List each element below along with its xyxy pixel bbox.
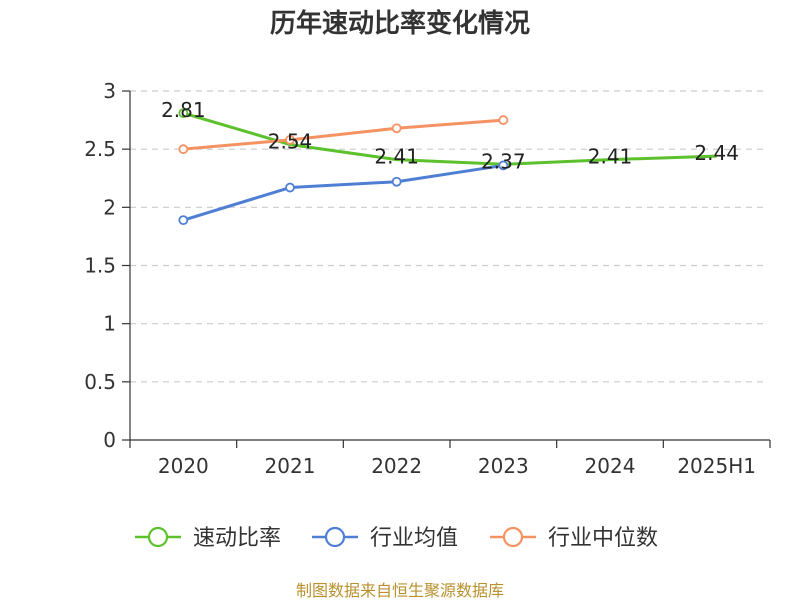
x-tick-label: 2024	[585, 454, 636, 478]
series-line-1	[182, 163, 504, 222]
data-label: 2.37	[481, 149, 526, 173]
y-tick-label: 3	[103, 79, 116, 103]
legend-marker	[502, 526, 524, 548]
data-point	[285, 182, 295, 193]
data-point	[178, 108, 189, 119]
series-line-0	[182, 111, 717, 166]
data-point	[178, 215, 189, 226]
y-tick-label: 2	[103, 195, 116, 219]
data-point	[498, 160, 509, 171]
axes: 0 0.5 1 1.5 2 2.5 3 2020 2021 2022 2023 2024 2025H1	[84, 79, 771, 478]
series-layer	[178, 108, 717, 226]
data-point	[498, 115, 509, 125]
source-note: 制图数据来自恒生聚源数据库	[296, 581, 504, 600]
data-labels: 2.81 2.54 2.41 2.37 2.41 2.44	[161, 98, 739, 173]
y-tick-label: 2.5	[84, 137, 116, 161]
grid-lines	[130, 90, 765, 383]
data-label: 2.81	[161, 98, 206, 122]
x-tick-label: 2021	[265, 454, 316, 478]
data-label: 2.54	[268, 130, 313, 154]
data-point	[285, 134, 295, 145]
data-point	[391, 123, 402, 134]
x-tick-label: 2022	[371, 454, 422, 478]
legend-item: 速动比率	[135, 526, 281, 551]
y-tick-label: 0	[103, 428, 116, 452]
legend-item: 行业中位数	[490, 526, 658, 551]
data-label: 2.41	[374, 145, 419, 169]
x-tick-label: 2020	[158, 454, 209, 478]
data-point	[391, 176, 402, 187]
data-label: 2.44	[694, 141, 739, 165]
legend: 速动比率 行业均值 行业中位数	[135, 526, 658, 551]
legend-label: 行业均值	[370, 526, 458, 551]
legend-label: 速动比率	[193, 526, 281, 551]
y-tick-label: 0.5	[84, 370, 116, 394]
y-tick-label: 1	[103, 312, 116, 336]
chart-title: 历年速动比率变化情况	[270, 8, 530, 39]
x-tick-label: 2023	[478, 454, 529, 478]
x-tick-label: 2025H1	[677, 454, 756, 478]
data-point	[178, 144, 189, 155]
legend-marker	[147, 526, 169, 548]
y-tick-label: 1.5	[84, 254, 116, 278]
legend-label: 行业中位数	[548, 526, 658, 551]
series-line-2	[183, 118, 504, 151]
legend-item: 行业均值	[312, 526, 458, 551]
data-label: 2.41	[588, 145, 633, 169]
legend-marker	[324, 526, 346, 548]
